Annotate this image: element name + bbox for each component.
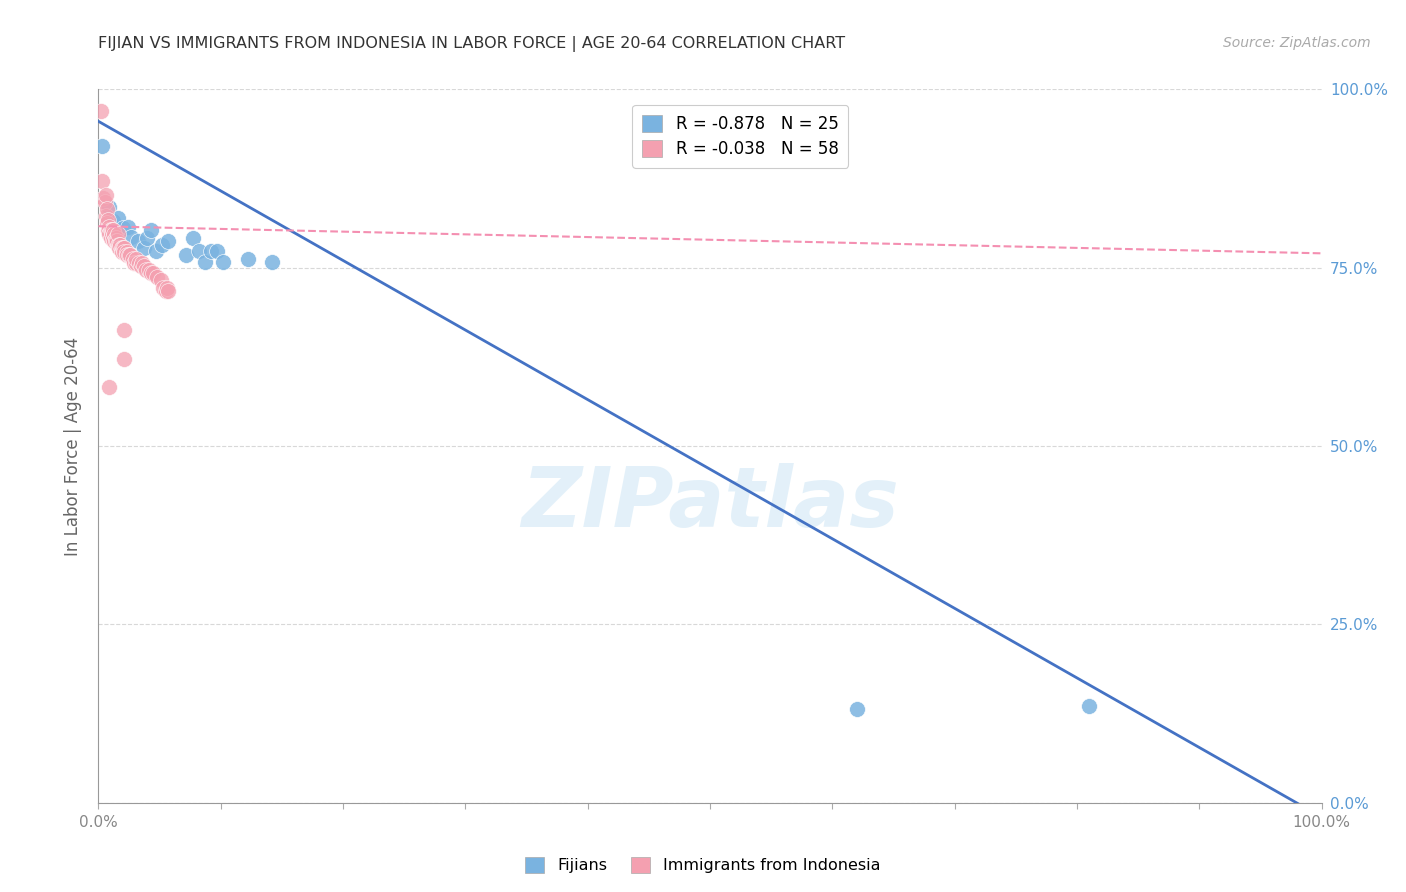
Point <box>136 230 159 244</box>
Point <box>104 230 127 244</box>
Point <box>111 241 134 255</box>
Point <box>200 244 222 259</box>
Point <box>845 701 868 715</box>
Point <box>120 230 142 244</box>
Point <box>120 248 142 262</box>
Point <box>98 227 121 241</box>
Point <box>127 234 149 248</box>
Point <box>135 262 157 277</box>
Point <box>131 255 153 269</box>
Point <box>107 211 129 225</box>
Point <box>98 380 121 394</box>
Point <box>146 269 169 284</box>
Point <box>91 139 114 153</box>
Point <box>96 216 118 230</box>
Point <box>100 223 122 237</box>
Point <box>138 262 160 277</box>
Point <box>142 266 165 280</box>
Point <box>157 234 180 248</box>
Point <box>112 244 135 259</box>
Point <box>108 241 131 255</box>
Point <box>187 244 209 259</box>
Point <box>96 202 118 216</box>
Point <box>125 252 148 266</box>
Point <box>132 241 155 255</box>
Point <box>108 237 131 252</box>
Point <box>112 351 135 366</box>
Point <box>117 219 139 234</box>
Point <box>212 255 235 269</box>
Point <box>156 280 179 294</box>
Point <box>103 234 125 248</box>
Point <box>97 212 120 227</box>
Point <box>262 255 284 269</box>
Point <box>139 266 162 280</box>
Point <box>98 219 121 234</box>
Point <box>155 284 177 298</box>
Point <box>103 227 125 241</box>
Point <box>91 173 114 187</box>
Point <box>132 259 155 273</box>
Legend: Fijians, Immigrants from Indonesia: Fijians, Immigrants from Indonesia <box>519 850 887 880</box>
Point <box>150 237 173 252</box>
Point <box>111 241 134 255</box>
Point <box>205 244 228 259</box>
Point <box>100 230 122 244</box>
Point <box>1078 699 1101 714</box>
Point <box>157 284 180 298</box>
Point <box>90 103 112 118</box>
Point <box>91 191 114 205</box>
Point <box>181 230 204 244</box>
Text: ZIPatlas: ZIPatlas <box>522 463 898 543</box>
Point <box>121 252 143 266</box>
Y-axis label: In Labor Force | Age 20-64: In Labor Force | Age 20-64 <box>65 336 83 556</box>
Point <box>111 221 134 235</box>
Point <box>118 248 141 262</box>
Point <box>115 244 138 259</box>
Point <box>111 244 134 259</box>
Point <box>107 227 129 241</box>
Point <box>176 248 198 262</box>
Legend: R = -0.878   N = 25, R = -0.038   N = 58: R = -0.878 N = 25, R = -0.038 N = 58 <box>633 104 848 168</box>
Point <box>125 255 148 269</box>
Point <box>101 214 124 228</box>
Point <box>110 237 132 252</box>
Point <box>112 323 135 337</box>
Point <box>101 230 124 244</box>
Point <box>97 223 120 237</box>
Point <box>149 273 172 287</box>
Point <box>93 194 115 209</box>
Point <box>101 223 124 237</box>
Point <box>105 234 128 248</box>
Point <box>115 248 138 262</box>
Point <box>194 255 217 269</box>
Text: Source: ZipAtlas.com: Source: ZipAtlas.com <box>1223 36 1371 50</box>
Point <box>104 234 127 248</box>
Point <box>122 255 145 269</box>
Point <box>101 227 124 241</box>
Point <box>107 237 129 252</box>
Point <box>152 280 174 294</box>
Point <box>101 223 124 237</box>
Point <box>145 244 167 259</box>
Point <box>128 255 150 269</box>
Point <box>139 223 162 237</box>
Text: FIJIAN VS IMMIGRANTS FROM INDONESIA IN LABOR FORCE | AGE 20-64 CORRELATION CHART: FIJIAN VS IMMIGRANTS FROM INDONESIA IN L… <box>98 36 845 52</box>
Point <box>94 187 117 202</box>
Point <box>98 200 121 214</box>
Point <box>112 241 135 255</box>
Point <box>236 252 259 266</box>
Point <box>129 259 152 273</box>
Point <box>94 209 117 223</box>
